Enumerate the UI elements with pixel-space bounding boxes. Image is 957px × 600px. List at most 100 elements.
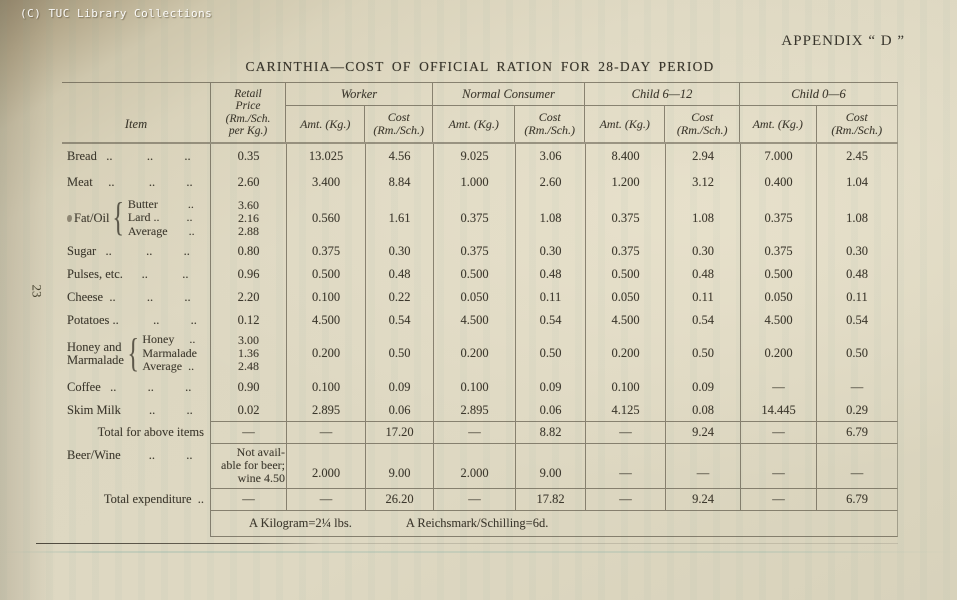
worker-amt-cell: 3.400 (286, 168, 365, 197)
child612-cost-cell: 0.08 (665, 399, 740, 421)
item-label: Coffee .. .. .. (67, 380, 192, 394)
child612-cost-cell: 0.50 (665, 331, 740, 376)
child06-amt-cell: 4.500 (740, 309, 816, 331)
child06-cost-cell: 0.48 (816, 263, 898, 286)
child06-cost-cell: 0.54 (816, 309, 898, 331)
retail-price-cell: 3.60 2.16 2.88 (210, 197, 286, 239)
footnote-kilogram: A Kilogram=2¼ lbs. (249, 516, 352, 530)
subheader-cost: Cost (Rm./Sch.) (364, 106, 432, 142)
child06-amt-cell: — (740, 444, 816, 488)
subheader-amt: Amt. (Kg.) (752, 116, 803, 131)
item-label: Cheese .. .. .. (67, 290, 191, 304)
child612-amt-cell: 0.200 (585, 331, 665, 376)
library-watermark: (C) TUC Library Collections (20, 7, 213, 20)
consumer-cost-cell: 3.06 (515, 144, 585, 168)
retail-price-cell: 2.20 (210, 286, 286, 309)
group-label-worker: Worker (286, 83, 432, 106)
child612-cost-cell: 0.48 (665, 263, 740, 286)
child06-cost-cell: 6.79 (816, 488, 898, 511)
table-row-fat-oil: Fat/Oil { Butter .. Lard .. .. Average .… (62, 197, 898, 239)
child06-cost-cell: 0.11 (816, 286, 898, 309)
child06-amt-cell: 14.445 (740, 399, 816, 421)
subheader-amt: Amt. (Kg.) (448, 116, 499, 131)
child06-cost-cell: 6.79 (816, 421, 898, 444)
retail-price-cell: 3.00 1.36 2.48 (210, 331, 286, 376)
consumer-cost-cell: 0.09 (515, 376, 585, 399)
retail-butter: 3.60 (238, 197, 259, 212)
child612-cost-cell: 3.12 (665, 168, 740, 197)
child612-cost-cell: 0.30 (665, 239, 740, 263)
worker-amt-cell: 0.500 (286, 263, 365, 286)
retail-average: 2.88 (238, 223, 259, 238)
worker-cost-cell: 0.30 (365, 239, 433, 263)
child06-amt-cell: — (740, 488, 816, 511)
document-title: CARINTHIA—COST OF OFFICIAL RATION FOR 28… (245, 59, 715, 74)
sub-item-average: Average .. (127, 223, 195, 238)
scan-artifact-line (36, 543, 898, 544)
retail-price-cell: — (210, 488, 286, 511)
consumer-amt-cell: 0.375 (433, 197, 515, 239)
subheader-amt: Amt. (Kg.) (300, 116, 351, 131)
child612-amt-cell: 0.050 (585, 286, 665, 309)
child612-amt-cell: 8.400 (585, 144, 665, 168)
child612-amt-cell: 1.200 (585, 168, 665, 197)
consumer-cost-cell: 2.60 (515, 168, 585, 197)
retail-honey: 3.00 (238, 333, 259, 347)
scan-artifact-teal-line (0, 551, 957, 553)
worker-cost-cell: 17.20 (365, 421, 433, 444)
note-line: wine 4.50 (237, 471, 285, 485)
consumer-amt-cell: — (433, 421, 515, 444)
child612-amt-cell: 0.100 (585, 376, 665, 399)
child06-cost-cell: 1.08 (816, 197, 898, 239)
worker-amt-cell: 0.100 (286, 286, 365, 309)
item-label: Skim Milk .. .. (67, 402, 193, 417)
item-cell-fat-oil: Fat/Oil { Butter .. Lard .. .. Average .… (62, 197, 210, 239)
worker-cost-cell: 0.54 (365, 309, 433, 331)
table-row-potatoes: Potatoes .. .. .. 0.12 4.500 0.54 4.500 … (62, 309, 898, 331)
child612-cost-cell: 0.09 (665, 376, 740, 399)
item-label: Meat .. .. .. (67, 175, 193, 189)
child612-amt-cell: 0.500 (585, 263, 665, 286)
child06-cost-cell: 2.45 (816, 144, 898, 168)
table-row-skim-milk: Skim Milk .. .. 0.02 2.895 0.06 2.895 0.… (62, 399, 898, 421)
child06-cost-cell: 0.30 (816, 239, 898, 263)
retail-price-note: Not avail- able for beer; wine 4.50 (210, 444, 286, 488)
table-header: Item Retail Price (Rm./Sch. per Kg.) Wor… (62, 83, 898, 144)
consumer-amt-cell: 4.500 (433, 309, 515, 331)
consumer-cost-cell: 8.82 (515, 421, 585, 444)
table-row-cheese: Cheese .. .. .. 2.20 0.100 0.22 0.050 0.… (62, 286, 898, 309)
footnote-spacer (62, 511, 210, 537)
table-row-total-above: Total for above items — — 17.20 — 8.82 —… (62, 421, 898, 444)
child06-cost-cell: 1.04 (816, 168, 898, 197)
consumer-amt-cell: 0.100 (433, 376, 515, 399)
sub-item-average: Average .. (142, 359, 195, 374)
ink-smudge (67, 214, 72, 222)
sub-item-marmalade: Marmalade (142, 345, 197, 360)
item-cell-honey-marmalade: Honey and Marmalade { Honey .. Marmalade… (62, 331, 210, 376)
child612-cost-cell: 1.08 (665, 197, 740, 239)
worker-amt-cell: — (286, 488, 365, 511)
item-label: Fat/Oil (74, 210, 110, 225)
child612-amt-cell: 0.375 (585, 239, 665, 263)
subheader-amt: Amt. (Kg.) (599, 116, 650, 131)
item-label: Honey and Marmalade (67, 339, 124, 367)
consumer-cost-cell: 0.30 (515, 239, 585, 263)
item-label: Potatoes .. .. .. (67, 312, 197, 327)
worker-cost-cell: 0.22 (365, 286, 433, 309)
child06-amt-cell: 0.375 (740, 239, 816, 263)
consumer-amt-cell: 0.200 (433, 331, 515, 376)
brace-glyph: { (112, 197, 125, 239)
worker-amt-cell: 0.560 (286, 197, 365, 239)
child06-amt-cell: 0.200 (740, 331, 816, 376)
retail-lard: 2.16 (238, 210, 259, 225)
page-number: 23 (29, 284, 45, 298)
subheader-cost: Cost (Rm./Sch.) (664, 106, 739, 142)
child612-cost-cell: 0.11 (665, 286, 740, 309)
worker-cost-cell: 0.06 (365, 399, 433, 421)
sub-item-honey: Honey .. (142, 332, 196, 347)
table-row-bread: Bread .. .. .. 0.35 13.025 4.56 9.025 3.… (62, 144, 898, 168)
column-header-item: Item (124, 117, 148, 131)
column-group-child-0-6: Child 0—6 Amt. (Kg.) Cost (Rm./Sch.) (740, 83, 898, 142)
child612-amt-cell: — (585, 421, 665, 444)
